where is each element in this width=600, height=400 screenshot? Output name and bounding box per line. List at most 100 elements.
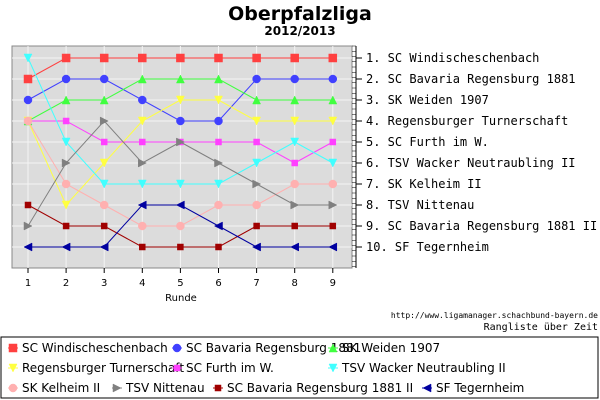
data-point bbox=[252, 200, 261, 210]
data-point bbox=[99, 95, 109, 105]
series-lines bbox=[23, 53, 338, 252]
x-tick-label: 2 bbox=[63, 278, 69, 289]
data-point bbox=[139, 243, 146, 251]
data-point bbox=[62, 117, 70, 125]
legend-entry: TSV Wacker Neutraubling II bbox=[328, 361, 506, 375]
data-point bbox=[252, 179, 262, 189]
data-point bbox=[99, 242, 109, 252]
x-tick-label: 5 bbox=[177, 278, 183, 289]
data-point bbox=[214, 200, 223, 210]
data-point bbox=[253, 222, 260, 230]
data-point bbox=[23, 74, 33, 84]
legend-label: TSV Wacker Neutraubling II bbox=[341, 361, 506, 375]
data-point bbox=[328, 200, 338, 210]
source-url: http://www.ligamanager.schachbund-bayern… bbox=[391, 311, 598, 320]
data-point bbox=[290, 53, 299, 63]
legend-marker bbox=[214, 384, 222, 392]
chart-caption: Rangliste über Zeit bbox=[484, 322, 598, 333]
x-tick-label: 7 bbox=[253, 278, 259, 289]
data-point bbox=[23, 116, 33, 126]
y-tick-label: 6. TSV Wacker Neutraubling II bbox=[366, 156, 576, 170]
data-point bbox=[328, 242, 338, 252]
series-8 bbox=[23, 116, 338, 231]
data-point bbox=[290, 116, 300, 126]
series-2 bbox=[23, 74, 338, 126]
data-point bbox=[99, 74, 109, 84]
y-tick-label: 8. TSV Nittenau bbox=[366, 198, 474, 212]
data-point bbox=[177, 243, 184, 251]
legend-label: SC Windischeschenbach bbox=[22, 341, 168, 355]
data-point bbox=[214, 74, 223, 84]
data-point bbox=[100, 222, 108, 230]
legend-entry: TSV Nittenau bbox=[112, 381, 205, 395]
data-point bbox=[329, 222, 337, 230]
data-point bbox=[328, 53, 338, 63]
x-tick-label: 6 bbox=[215, 278, 221, 289]
data-point bbox=[137, 116, 147, 126]
data-point bbox=[290, 74, 299, 84]
legend-marker bbox=[172, 343, 182, 353]
data-point bbox=[61, 53, 71, 63]
data-point bbox=[214, 53, 223, 63]
data-point bbox=[328, 95, 338, 105]
legend-entry: SC Bavaria Regensburg 1881 II bbox=[213, 381, 413, 395]
legend-marker bbox=[8, 343, 18, 353]
data-point bbox=[138, 158, 147, 168]
data-point bbox=[138, 53, 147, 63]
data-point bbox=[176, 53, 185, 63]
legend-label: SK Kelheim II bbox=[22, 381, 100, 395]
data-point bbox=[61, 200, 71, 210]
legend-entry: Regensburger Turnerschaft bbox=[8, 361, 184, 375]
chart-subtitle: 2012/2013 bbox=[264, 24, 335, 38]
data-point bbox=[139, 138, 146, 146]
data-point bbox=[214, 179, 223, 189]
legend-marker bbox=[8, 363, 18, 373]
data-point bbox=[62, 222, 70, 230]
data-point bbox=[175, 179, 185, 189]
data-point bbox=[100, 138, 108, 146]
data-point bbox=[99, 53, 109, 63]
legend-label: SF Tegernheim bbox=[436, 381, 524, 395]
data-point bbox=[329, 138, 337, 146]
data-point bbox=[214, 158, 224, 168]
series-1 bbox=[23, 53, 338, 84]
data-point bbox=[175, 74, 185, 84]
legend-label: SC Bavaria Regensburg 1881 bbox=[186, 341, 361, 355]
y-tick-label: 10. SF Tegernheim bbox=[366, 240, 489, 254]
data-point bbox=[138, 221, 147, 231]
data-point bbox=[23, 95, 33, 105]
legend-label: Regensburger Turnerschaft bbox=[22, 361, 184, 375]
data-point bbox=[214, 116, 223, 126]
data-point bbox=[290, 200, 300, 210]
series-7 bbox=[23, 116, 338, 231]
x-axis-label: Runde bbox=[165, 293, 197, 304]
data-point bbox=[61, 74, 71, 84]
y-tick-label: 7. SK Kelheim II bbox=[366, 177, 482, 191]
data-point bbox=[290, 95, 300, 105]
data-point bbox=[252, 158, 262, 168]
data-point bbox=[99, 158, 109, 168]
data-point bbox=[175, 200, 185, 210]
y-tick-label: 4. Regensburger Turnerschaft bbox=[366, 114, 568, 128]
data-point bbox=[175, 95, 185, 105]
legend-label: SC Bavaria Regensburg 1881 II bbox=[227, 381, 413, 395]
y-tick-label: 5. SC Furth im W. bbox=[366, 135, 489, 149]
data-point bbox=[137, 179, 147, 189]
data-point bbox=[252, 74, 261, 84]
legend-marker bbox=[328, 343, 338, 353]
legend-marker bbox=[8, 383, 18, 393]
data-point bbox=[214, 95, 223, 105]
y-axis-ranking: 1. SC Windischeschenbach 2. SC Bavaria Re… bbox=[352, 45, 597, 268]
data-point bbox=[328, 158, 338, 168]
legend-box bbox=[0, 336, 599, 399]
data-point bbox=[290, 137, 300, 147]
data-point bbox=[252, 95, 262, 105]
data-point bbox=[252, 53, 261, 63]
data-point bbox=[290, 242, 299, 252]
y-tick-label: 2. SC Bavaria Regensburg 1881 bbox=[366, 72, 576, 86]
data-point bbox=[99, 179, 109, 189]
data-point bbox=[215, 243, 222, 251]
data-point bbox=[137, 74, 147, 84]
data-point bbox=[176, 137, 185, 147]
